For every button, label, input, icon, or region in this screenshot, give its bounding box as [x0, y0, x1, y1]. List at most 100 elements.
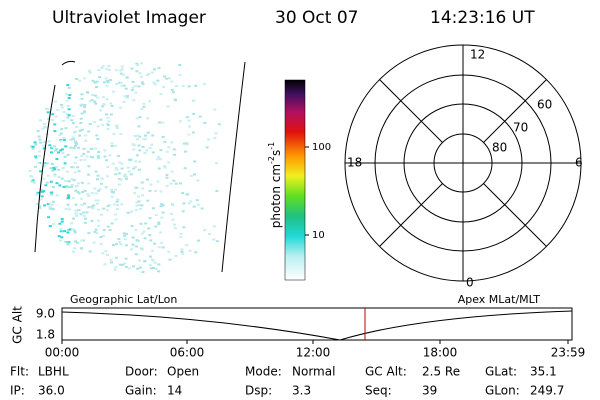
image-pixel — [137, 195, 140, 198]
image-pixel — [64, 145, 68, 148]
image-pixel — [93, 94, 97, 97]
image-pixel — [102, 81, 106, 84]
image-pixel — [79, 122, 83, 124]
image-pixel — [125, 76, 129, 79]
image-pixel — [80, 239, 84, 242]
image-pixel — [65, 170, 69, 173]
image-pixel — [45, 181, 49, 184]
status-value: 36.0 — [38, 384, 65, 398]
image-pixel — [84, 134, 88, 137]
image-pixel — [122, 232, 126, 235]
image-pixel — [54, 149, 57, 152]
image-pixel — [109, 258, 113, 261]
image-pixel — [157, 270, 161, 273]
image-pixel — [103, 263, 107, 266]
image-pixel — [183, 167, 187, 170]
image-pixel — [165, 77, 169, 80]
image-pixel — [111, 244, 115, 246]
image-pixel — [103, 155, 107, 158]
image-pixel — [51, 186, 55, 188]
image-pixel — [60, 128, 64, 131]
unit-part: -2 — [267, 156, 276, 164]
image-pixel — [161, 121, 165, 124]
image-pixel — [215, 240, 219, 243]
image-pixel — [94, 147, 98, 150]
image-pixel — [135, 117, 139, 120]
image-pixel — [96, 138, 100, 141]
image-pixel — [115, 168, 119, 171]
image-pixel — [55, 194, 59, 197]
image-pixel — [115, 243, 118, 246]
image-pixel — [115, 208, 119, 210]
polar-grid — [344, 44, 582, 282]
image-pixel — [135, 154, 139, 157]
image-pixel — [171, 204, 175, 207]
image-pixel — [196, 179, 200, 182]
image-pixel — [215, 190, 219, 192]
image-pixel — [212, 225, 216, 228]
image-pixel — [159, 190, 163, 193]
image-pixel — [48, 144, 52, 147]
image-pixel — [52, 166, 56, 169]
image-pixel — [106, 165, 110, 168]
image-pixel — [165, 150, 169, 153]
image-pixel — [134, 165, 137, 168]
image-pixel — [99, 213, 103, 216]
image-pixel — [87, 130, 91, 133]
image-pixel — [79, 247, 83, 250]
image-pixel — [88, 69, 91, 72]
image-pixel — [132, 167, 136, 170]
image-pixel — [167, 250, 171, 253]
image-pixel — [181, 210, 185, 213]
status-label: Gain: — [125, 384, 157, 398]
image-pixel — [104, 77, 108, 80]
image-pixel — [69, 146, 73, 149]
image-pixel — [194, 84, 198, 87]
image-pixel — [131, 243, 135, 246]
image-pixel — [94, 192, 98, 195]
image-pixel — [134, 160, 138, 163]
image-pixel — [152, 267, 155, 269]
image-pixel — [182, 202, 186, 205]
image-pixel — [74, 185, 78, 188]
image-pixel — [160, 203, 164, 206]
image-pixel — [140, 204, 144, 207]
image-pixel — [184, 150, 188, 153]
limb-line — [61, 60, 76, 66]
image-pixel — [173, 223, 177, 226]
image-pixel — [77, 170, 81, 173]
image-pixel — [53, 123, 57, 126]
image-pixel — [130, 210, 133, 213]
status-label: Door: — [125, 365, 158, 379]
image-pixel — [60, 106, 64, 109]
image-pixel — [97, 69, 101, 71]
image-pixel — [75, 214, 79, 217]
image-pixel — [101, 65, 105, 68]
image-pixel — [165, 174, 169, 177]
image-pixel — [87, 173, 91, 176]
image-pixel — [102, 229, 106, 232]
image-pixel — [100, 178, 104, 180]
image-pixel — [70, 222, 74, 225]
image-pixel — [58, 184, 62, 187]
image-pixel — [28, 170, 32, 173]
title: Ultraviolet Imager — [52, 8, 206, 28]
image-pixel — [64, 240, 68, 243]
image-pixel — [117, 172, 121, 175]
image-pixel — [110, 222, 114, 225]
status-value: Normal — [292, 365, 335, 379]
image-pixel — [192, 99, 196, 102]
image-pixel — [194, 251, 198, 254]
image-pixel — [85, 155, 89, 158]
image-pixel — [167, 146, 171, 149]
image-pixel — [143, 237, 147, 240]
unit-part: photon cm — [269, 164, 283, 228]
image-pixel — [112, 191, 116, 194]
image-pixel — [95, 86, 99, 88]
image-pixel — [160, 216, 164, 219]
image-pixel — [107, 65, 111, 67]
image-pixel — [141, 145, 145, 148]
image-pixel — [142, 230, 146, 233]
image-pixel — [124, 87, 128, 90]
image-pixel — [59, 239, 62, 242]
